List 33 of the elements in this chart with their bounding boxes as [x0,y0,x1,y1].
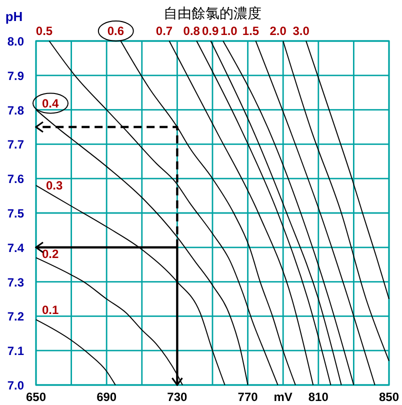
series-label: 0.8 [183,24,200,38]
y-tick-label: 7.3 [7,275,24,290]
y-tick-label: 7.6 [7,172,24,186]
y-tick-label: 7.2 [7,310,24,324]
y-tick-label: 7.1 [7,344,24,358]
series-label: 1.5 [242,24,260,38]
y-tick-label: 8.0 [7,34,24,48]
y-tick-label: 7.4 [7,240,24,255]
legend-label: 0.7 [156,24,173,38]
y-tick-label: 7.5 [7,206,24,220]
series-label: 2.0 [270,24,287,38]
x-axis-title: mV [274,390,292,404]
x-tick-label: 850 [378,390,400,404]
series-label: 0.1 [42,303,60,318]
series-label: 1.0 [220,24,238,38]
x-tick-label: 770 [238,390,258,404]
y-tick-label: 7.7 [7,138,24,152]
series-label: 0.5 [36,24,53,38]
x-tick-label: 810 [308,390,329,404]
series-label: 0.2 [42,247,60,262]
y-tick-label: 7.0 [7,378,24,392]
series-label: 3.0 [292,24,310,38]
chart-title: 自由餘氯的濃度 [164,5,262,21]
series-label: 0.4 [42,96,60,110]
x-tick-label: 690 [96,390,117,404]
x-tick-label: 730 [167,390,188,404]
y-tick-label: 7.9 [7,68,24,83]
y-axis-title: pH [5,9,23,24]
y-tick-label: 7.8 [7,103,24,118]
x-tick-label: 650 [26,390,46,404]
series-label: 0.3 [46,178,64,192]
series-label: 0.6 [107,24,124,38]
series-label: 0.9 [202,24,219,38]
